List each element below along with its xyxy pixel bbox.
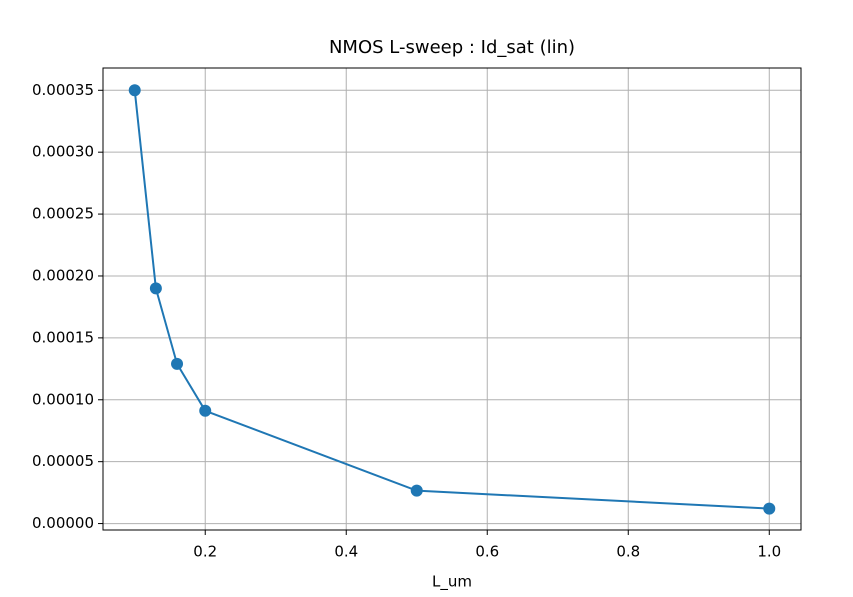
- marker: [199, 404, 212, 417]
- y-tick-label: 0.00005: [32, 452, 94, 470]
- y-tick-label: 0.00035: [32, 81, 94, 99]
- marker: [763, 502, 776, 515]
- line: [133, 90, 770, 510]
- marker: [171, 357, 184, 370]
- y-tick-label: 0.00030: [32, 143, 94, 161]
- y-tick-label: 0.00020: [32, 266, 94, 284]
- x-tick-label: 0.6: [475, 543, 499, 561]
- plot-frame: [102, 67, 802, 531]
- marker: [128, 84, 141, 97]
- x-tick-label: 0.4: [334, 543, 358, 561]
- x-tick-label: 0.8: [616, 543, 640, 561]
- x-axis-label: L_um: [432, 573, 472, 592]
- x-tick-label: 1.0: [757, 543, 781, 561]
- chart-title: NMOS L-sweep : Id_sat (lin): [329, 37, 575, 58]
- marker: [410, 484, 423, 497]
- y-tick-label: 0.00010: [32, 390, 94, 408]
- y-tick-label: 0.00025: [32, 205, 94, 223]
- y-tick-label: 0.00000: [32, 514, 94, 532]
- y-tick-label: 0.00015: [32, 328, 94, 346]
- marker: [149, 282, 162, 295]
- x-tick-label: 0.2: [193, 543, 217, 561]
